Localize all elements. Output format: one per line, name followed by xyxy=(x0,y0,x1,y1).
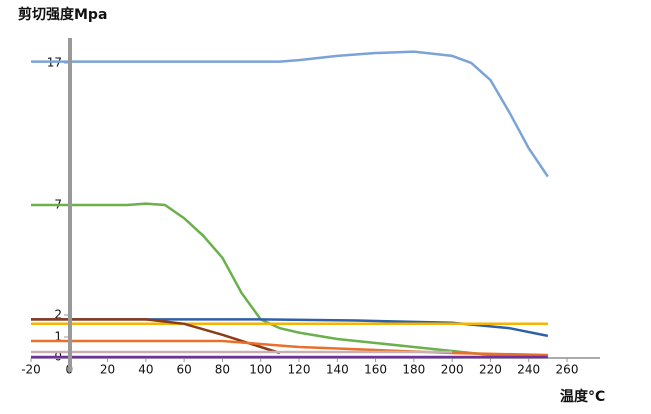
y-tick-label: 1 xyxy=(54,330,62,344)
x-tick-label: 80 xyxy=(215,363,230,377)
chart-title: 剪切强度Mpa xyxy=(18,6,107,23)
x-tick-label: 220 xyxy=(479,363,502,377)
series-line xyxy=(31,50,549,178)
x-tick-label: 200 xyxy=(441,363,464,377)
series-line xyxy=(31,318,549,338)
series-line xyxy=(31,318,281,355)
x-tick-label: 60 xyxy=(177,363,192,377)
x-tick-label: 160 xyxy=(364,363,387,377)
x-tick-label: 240 xyxy=(517,363,540,377)
series-line xyxy=(31,202,548,358)
series-line xyxy=(31,339,548,357)
x-tick-label: -20 xyxy=(21,363,41,377)
x-tick-label: 40 xyxy=(138,363,153,377)
x-tick-label: 20 xyxy=(100,363,115,377)
x-tick-label: 120 xyxy=(288,363,311,377)
x-tick-label: 140 xyxy=(326,363,349,377)
y-tick-label: 2 xyxy=(54,308,62,322)
x-tick-label: 180 xyxy=(402,363,425,377)
x-axis-label: 温度°C xyxy=(560,388,605,405)
x-tick-label: 260 xyxy=(556,363,579,377)
x-tick-label: 100 xyxy=(249,363,272,377)
